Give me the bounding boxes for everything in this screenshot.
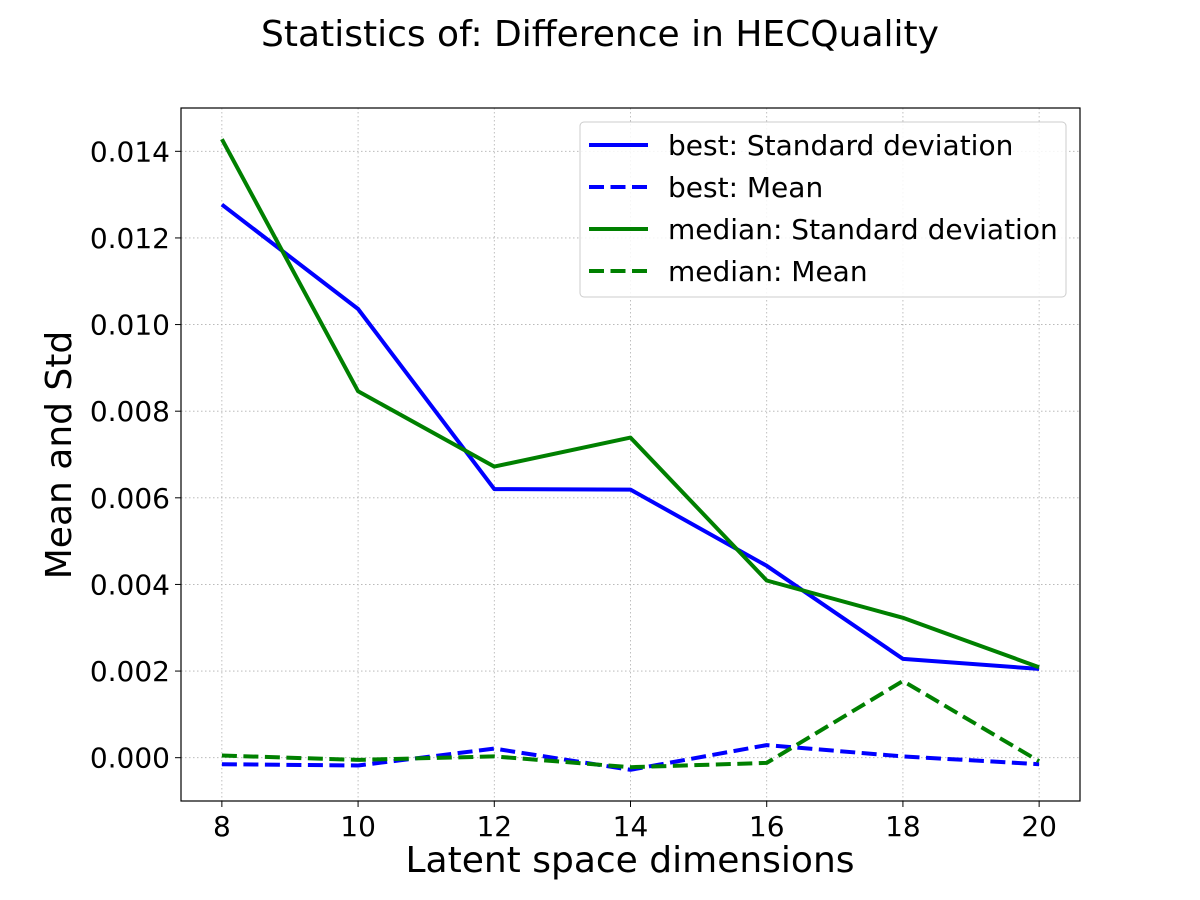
series-lines [220, 138, 1041, 772]
y-tick-label: 0.010 [90, 309, 170, 342]
y-tick-label: 0.006 [90, 482, 170, 515]
x-tick-label: 14 [613, 810, 649, 843]
series-line-2 [220, 138, 1040, 670]
series-line-1 [221, 743, 1040, 772]
chart-title: Statistics of: Difference in HECQuality [261, 14, 939, 55]
series-line-0 [220, 203, 1040, 671]
y-tick-label: 0.004 [90, 568, 170, 601]
x-axis-label: Latent space dimensions [405, 840, 854, 881]
x-tick-label: 8 [213, 810, 231, 843]
legend-entry: median: Standard deviation [668, 213, 1058, 246]
legend-entry: best: Mean [668, 171, 823, 204]
y-tick-label: 0.002 [90, 655, 170, 688]
y-tick-label: 0.014 [90, 135, 170, 168]
grid [181, 108, 1080, 801]
x-tick-label: 12 [476, 810, 512, 843]
y-axis-label: Mean and Std [39, 331, 80, 580]
x-tick-label: 20 [1021, 810, 1057, 843]
y-tick-label: 0.008 [90, 395, 170, 428]
x-tick-label: 16 [749, 810, 785, 843]
x-tick-label: 10 [340, 810, 376, 843]
legend-entry: best: Standard deviation [668, 129, 1013, 162]
y-tick-label: 0.000 [90, 742, 170, 775]
y-tick-label: 0.012 [90, 222, 170, 255]
legend-entry: median: Mean [668, 255, 868, 288]
x-tick-label: 18 [885, 810, 921, 843]
x-axis-ticks: 8 10 12 14 16 18 20 [213, 801, 1057, 843]
legend: best: Standard deviation best: Mean median… [579, 121, 1067, 298]
legend-box [579, 121, 1067, 298]
series-line-3 [221, 679, 1041, 770]
y-axis-ticks: 0.000 0.002 0.004 0.006 0.008 0.010 0.012 0.014 [90, 135, 181, 775]
